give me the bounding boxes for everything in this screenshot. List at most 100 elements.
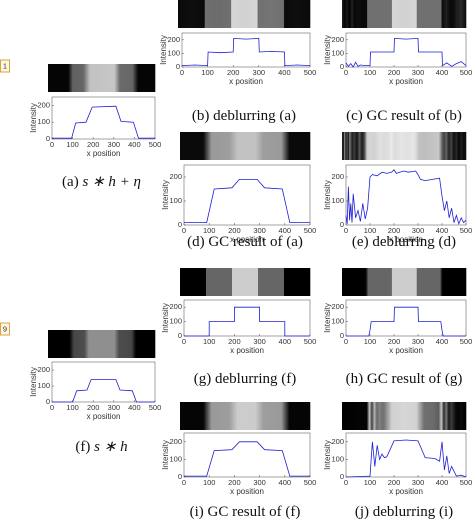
image-strip-segment xyxy=(118,330,132,358)
x-tick-label: 200 xyxy=(228,337,241,346)
image-strip-segment xyxy=(451,0,457,28)
image-strip-segment xyxy=(458,132,462,160)
image-strip-segment xyxy=(365,268,368,296)
y-axis-label: Intensity xyxy=(323,180,332,210)
y-tick-label: 100 xyxy=(37,381,50,390)
image-strip-segment xyxy=(381,402,385,430)
image-strip-segment xyxy=(391,0,393,28)
image-strip-segment xyxy=(416,268,418,296)
image-strip-segment xyxy=(270,0,284,28)
y-axis-label: Intensity xyxy=(323,303,332,333)
x-axis-label: x position xyxy=(230,235,264,244)
plot-frame xyxy=(183,164,311,226)
y-tick-label: 0 xyxy=(178,331,182,340)
image-strip-segment xyxy=(423,402,435,430)
image-strip-segment xyxy=(135,330,156,358)
image-strip-segment xyxy=(391,402,405,430)
image-strip-segment xyxy=(369,402,373,430)
image-strip-segment xyxy=(354,132,358,160)
image-strip-segment xyxy=(359,132,363,160)
x-tick-label: 200 xyxy=(87,140,100,149)
image-strip-segment xyxy=(441,0,442,28)
y-tick-label: 0 xyxy=(46,134,50,143)
x-tick-label: 0 xyxy=(344,68,348,77)
image-strip-segment xyxy=(456,402,462,430)
x-axis-label: x position xyxy=(389,487,423,496)
intensity-line xyxy=(52,379,155,403)
x-tick-label: 500 xyxy=(460,337,473,346)
image-strip-segment xyxy=(442,268,467,296)
image-strip-segment xyxy=(368,268,392,296)
image-strip-segment xyxy=(356,0,363,28)
image-strip-segment xyxy=(369,132,375,160)
y-tick-label: 200 xyxy=(37,100,50,109)
x-tick-label: 0 xyxy=(50,403,54,412)
image-strip-segment xyxy=(364,132,368,160)
image-strip-segment xyxy=(423,132,432,160)
intensity-line xyxy=(184,179,310,223)
image-strip-segment xyxy=(229,132,238,160)
image-strip-segment xyxy=(284,0,298,28)
image-strip-segment xyxy=(180,268,207,296)
y-tick-label: 100 xyxy=(169,317,182,326)
image-strip-segment xyxy=(406,132,415,160)
y-tick-label: 200 xyxy=(331,172,344,181)
y-tick-label: 0 xyxy=(340,220,344,229)
plot-frame xyxy=(51,361,156,403)
x-tick-label: 200 xyxy=(228,226,241,235)
x-tick-label: 300 xyxy=(108,403,121,412)
x-tick-label: 400 xyxy=(436,68,449,77)
image-strip-segment xyxy=(448,402,452,430)
x-tick-label: 400 xyxy=(128,140,141,149)
image-strip-segment xyxy=(418,132,425,160)
x-axis-label: x position xyxy=(87,412,121,421)
image-strip-segment xyxy=(446,402,449,430)
image-strip-segment xyxy=(361,132,365,160)
image-strip-segment xyxy=(211,132,230,160)
y-tick-label: 200 xyxy=(331,35,344,44)
image-strip-segment xyxy=(346,132,349,160)
y-tick-label: 200 xyxy=(37,365,50,374)
caption: (h) GC result of (g) xyxy=(346,371,463,387)
image-strip-segment xyxy=(132,64,139,92)
image-strip-segment xyxy=(443,402,447,430)
image-strip-segment xyxy=(404,0,417,28)
image-strip-segment xyxy=(237,402,256,430)
x-tick-label: 100 xyxy=(66,403,79,412)
image-strip-segment xyxy=(284,268,311,296)
x-tick-label: 400 xyxy=(436,478,449,487)
y-axis-label: Intensity xyxy=(323,440,332,470)
image-strip-segment xyxy=(296,0,311,28)
image-strip-segment xyxy=(119,64,133,92)
y-tick-label: 100 xyxy=(167,48,180,57)
x-axis-label: x position xyxy=(230,346,264,355)
image-strip-segment xyxy=(72,64,84,92)
y-axis-label: Intensity xyxy=(323,35,332,65)
x-tick-label: 300 xyxy=(253,478,266,487)
x-axis-label: x position xyxy=(229,77,263,86)
intensity-line xyxy=(52,105,155,139)
image-strip-segment xyxy=(379,0,392,28)
image-strip-segment xyxy=(441,0,447,28)
y-tick-label: 100 xyxy=(331,48,344,57)
image-strip-segment xyxy=(451,402,457,430)
image-strip-segment xyxy=(348,132,350,160)
image-strip-segment xyxy=(351,132,355,160)
image-strip-segment xyxy=(231,0,245,28)
x-tick-label: 0 xyxy=(182,478,186,487)
x-tick-label: 300 xyxy=(412,226,425,235)
y-tick-label: 200 xyxy=(331,437,344,446)
image-strip-segment xyxy=(366,268,369,296)
caption-label: (h) xyxy=(346,371,364,387)
image-strip-segment xyxy=(361,0,368,28)
image-strip-segment xyxy=(84,330,89,358)
image-strip-segment xyxy=(391,268,393,296)
image-strip-segment xyxy=(283,0,285,28)
y-axis-label: Intensity xyxy=(161,440,170,470)
image-strip-segment xyxy=(203,402,212,430)
image-strip-segment xyxy=(351,0,355,28)
caption-text: deblurring (f) xyxy=(215,371,296,387)
y-tick-label: 0 xyxy=(340,331,344,340)
